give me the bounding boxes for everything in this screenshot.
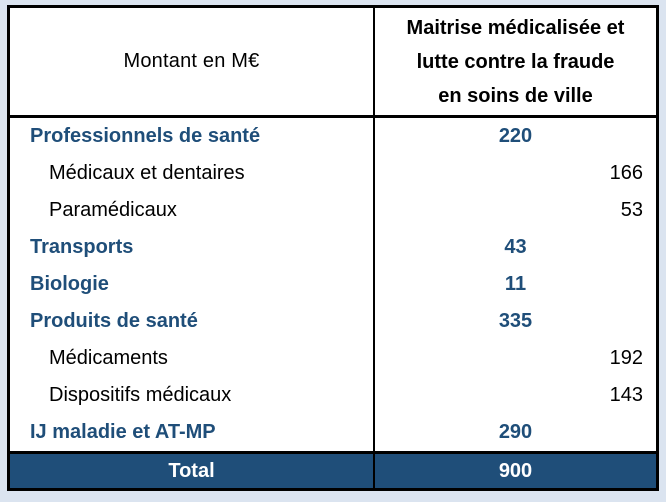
table-row: Médicaux et dentaires 166	[10, 155, 656, 192]
header-measure-line-2: lutte contre la fraude	[416, 50, 615, 73]
table-row: Professionnels de santé 220	[10, 118, 656, 155]
row-value: 290	[498, 421, 533, 443]
row-value: 192	[609, 347, 643, 369]
row-label: Médicaux et dentaires	[10, 155, 375, 192]
row-label: IJ maladie et AT-MP	[10, 414, 375, 451]
table-row: IJ maladie et AT-MP 290	[10, 414, 656, 451]
row-value: 53	[620, 199, 643, 221]
savings-table: Montant en M€ Maitrise médicalisée et lu…	[7, 5, 659, 491]
row-label: Biologie	[10, 266, 375, 303]
table-total-row: Total 900	[10, 451, 656, 488]
row-label: Paramédicaux	[10, 192, 375, 229]
header-measure-label: Maitrise médicalisée et lutte contre la …	[375, 8, 656, 115]
header-measure-line-1: Maitrise médicalisée et	[406, 16, 625, 39]
row-value: 43	[504, 236, 527, 258]
row-value: 11	[504, 273, 527, 295]
row-label: Transports	[10, 229, 375, 266]
table-row: Médicaments 192	[10, 340, 656, 377]
table-row: Paramédicaux 53	[10, 192, 656, 229]
header-measure-line-3: en soins de ville	[438, 84, 593, 107]
table-row: Produits de santé 335	[10, 303, 656, 340]
row-label: Médicaments	[10, 340, 375, 377]
table-header-row: Montant en M€ Maitrise médicalisée et lu…	[10, 8, 656, 118]
header-amount-label: Montant en M€	[10, 8, 375, 115]
row-label: Professionnels de santé	[10, 118, 375, 155]
row-label: Produits de santé	[10, 303, 375, 340]
row-value: 143	[609, 384, 643, 406]
total-value: 900	[498, 459, 533, 482]
table-row: Transports 43	[10, 229, 656, 266]
table-row: Dispositifs médicaux 143	[10, 377, 656, 414]
total-label: Total	[10, 454, 375, 488]
table-row: Biologie 11	[10, 266, 656, 303]
row-label: Dispositifs médicaux	[10, 377, 375, 414]
row-value: 335	[498, 310, 533, 332]
row-value: 166	[609, 162, 643, 184]
row-value: 220	[498, 125, 533, 147]
